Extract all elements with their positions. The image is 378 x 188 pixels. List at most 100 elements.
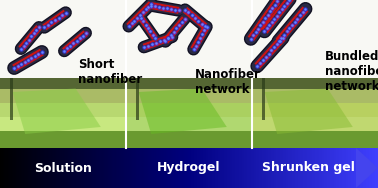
Bar [126,95,251,96]
Bar [0,140,125,141]
Bar [184,148,185,188]
Bar [252,100,378,101]
Bar [252,78,378,148]
Bar [229,148,230,188]
Bar [179,148,180,188]
Bar [120,148,121,188]
Bar [198,148,199,188]
Bar [252,104,378,105]
Bar [330,148,332,188]
Bar [126,93,251,94]
Bar [329,148,330,188]
Bar [126,127,251,128]
Bar [148,148,149,188]
Bar [295,148,296,188]
Bar [358,148,359,188]
Bar [156,148,158,188]
Bar [126,78,251,148]
Bar [0,146,125,147]
Bar [136,148,137,188]
Bar [252,89,378,90]
Bar [126,117,251,118]
Bar [223,148,225,188]
Bar [183,148,184,188]
Bar [334,148,335,188]
Bar [117,148,118,188]
Bar [0,90,125,91]
Bar [252,81,378,82]
Bar [143,148,144,188]
Polygon shape [356,148,378,188]
Bar [102,148,104,188]
Bar [252,88,378,89]
Bar [113,148,115,188]
Bar [290,148,291,188]
Bar [252,121,378,122]
Bar [187,148,188,188]
Bar [193,148,194,188]
Bar [252,102,378,103]
Bar [72,148,73,188]
Bar [126,110,251,111]
Bar [24,148,25,188]
Bar [314,148,315,188]
Bar [80,148,81,188]
Bar [249,148,251,188]
Bar [305,148,306,188]
Bar [0,141,125,142]
Bar [79,148,80,188]
Bar [149,148,150,188]
Bar [247,148,248,188]
Bar [320,148,321,188]
Bar [252,119,378,120]
Bar [0,113,125,114]
Bar [0,83,125,84]
Bar [126,84,251,85]
Bar [355,148,356,188]
Bar [34,148,36,188]
Bar [252,106,378,107]
Bar [186,148,187,188]
Bar [252,80,378,81]
Bar [0,126,125,127]
Bar [67,148,68,188]
Bar [262,148,263,188]
Bar [140,148,141,188]
Bar [27,148,28,188]
Bar [227,148,228,188]
Bar [126,141,251,142]
Bar [8,148,9,188]
Bar [252,143,378,144]
Bar [83,148,84,188]
Bar [252,116,378,117]
Bar [0,122,125,123]
Bar [126,114,251,115]
Bar [0,107,125,108]
Bar [43,148,44,188]
Bar [321,148,322,188]
Bar [219,148,220,188]
Bar [252,114,378,115]
Bar [107,148,108,188]
Bar [354,148,355,188]
Bar [374,148,375,188]
Bar [0,104,125,105]
Bar [108,148,109,188]
Bar [243,148,244,188]
Bar [344,148,345,188]
Bar [284,148,285,188]
Bar [373,148,374,188]
Bar [372,148,373,188]
Bar [252,118,378,119]
Bar [201,148,202,188]
Bar [339,148,340,188]
Bar [0,134,125,135]
Bar [0,148,1,188]
Bar [350,148,351,188]
Bar [39,148,40,188]
Bar [50,148,51,188]
Bar [251,148,252,188]
Bar [0,92,125,93]
Bar [126,131,251,132]
Bar [361,148,362,188]
